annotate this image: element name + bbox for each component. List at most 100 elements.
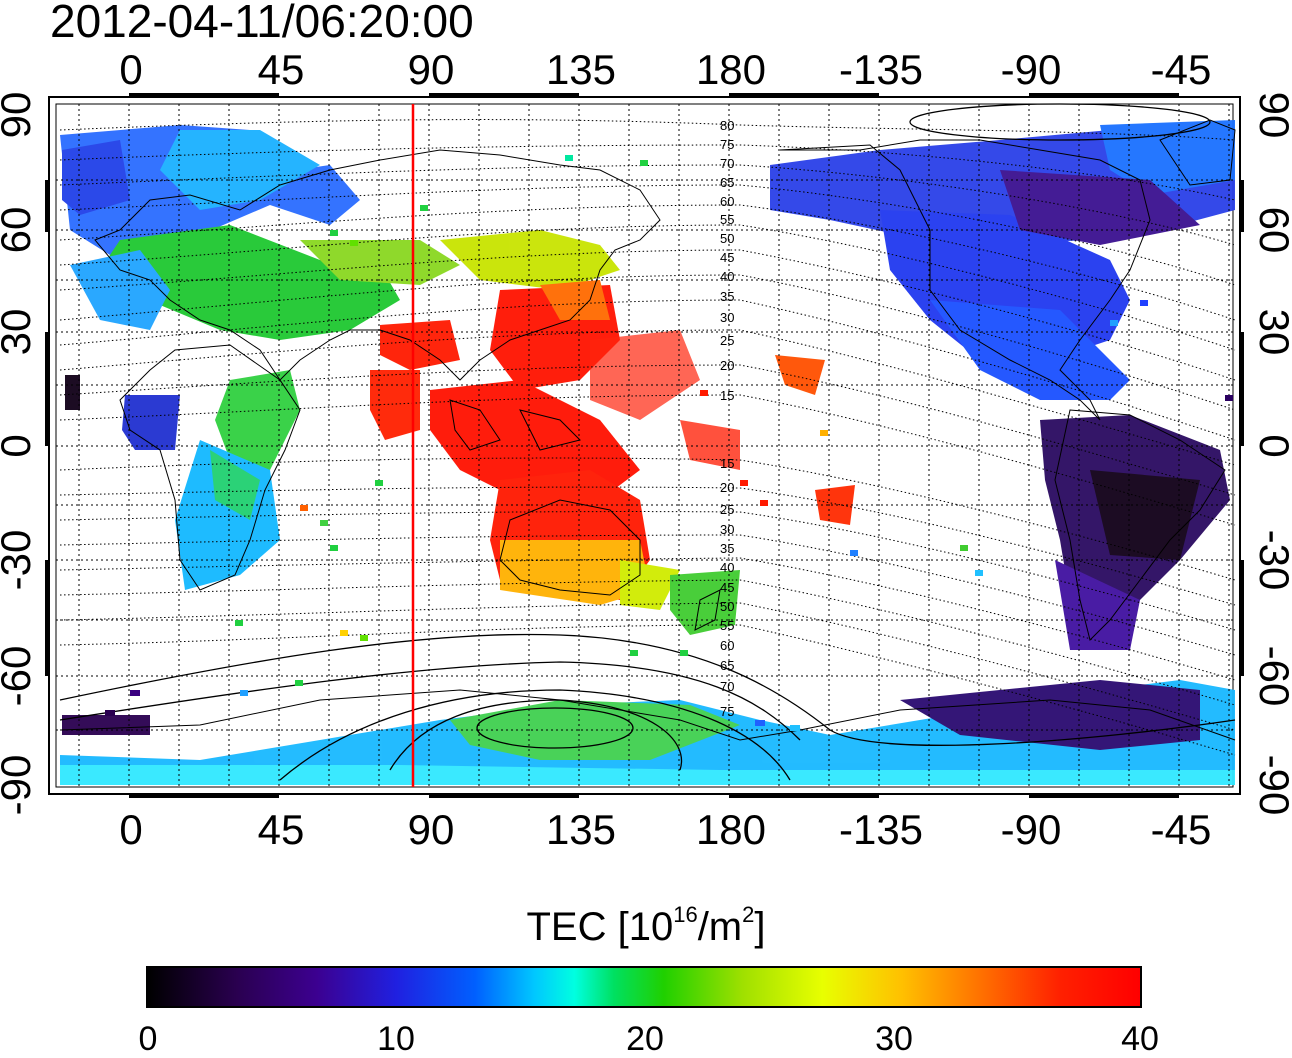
lat-labels-right: 90 60 30 0 -30 -60 -90 xyxy=(1251,92,1292,816)
lat-label: 30 xyxy=(0,309,39,356)
contour-label-n: 15 xyxy=(720,388,734,403)
contour-label-s: 75 xyxy=(720,704,734,719)
lon-label: -135 xyxy=(839,806,923,853)
colorbar-tick-label: 20 xyxy=(626,1020,664,1058)
contour-label-s: 30 xyxy=(720,522,734,537)
contour-label-n: 25 xyxy=(720,333,734,348)
tec-region xyxy=(590,330,700,420)
timestamp-title: 2012-04-11/06:20:00 xyxy=(50,0,474,47)
lon-label: -45 xyxy=(1151,46,1212,93)
contour-label-n: 80 xyxy=(720,118,734,133)
tec-region xyxy=(1100,120,1235,195)
frame-ticks xyxy=(45,93,1244,798)
contour-label-n: 40 xyxy=(720,269,734,284)
contour-label-s: 45 xyxy=(720,580,734,595)
lon-label: 90 xyxy=(408,806,455,853)
lon-label: 90 xyxy=(408,46,455,93)
colorbar-tick-label: 0 xyxy=(138,1020,158,1058)
lon-label: 45 xyxy=(258,46,305,93)
contour-label-s: 50 xyxy=(720,599,734,614)
contour-label-n: 55 xyxy=(720,212,734,227)
colorbar-title: TEC [1016/m2] xyxy=(0,902,1292,950)
lat-label: -30 xyxy=(1251,530,1292,591)
contour-label-n: 35 xyxy=(720,289,734,304)
colorbar-title-close: ] xyxy=(754,905,766,949)
tec-region xyxy=(1000,170,1200,245)
colorbar-tick-label: 40 xyxy=(1121,1020,1159,1058)
lon-label: -45 xyxy=(1151,806,1212,853)
graticule xyxy=(56,104,1233,787)
tec-region xyxy=(620,560,680,610)
contour-label-n: 60 xyxy=(720,194,734,209)
tec-region xyxy=(670,570,740,635)
lat-label: 60 xyxy=(1251,207,1292,254)
tec-region xyxy=(440,230,620,290)
lon-label: -135 xyxy=(839,46,923,93)
lat-label: -60 xyxy=(1251,646,1292,707)
colorbar-title-unit: /m xyxy=(697,905,743,949)
lon-label: 0 xyxy=(119,46,142,93)
lon-label: -90 xyxy=(1001,46,1062,93)
magnetic-contours xyxy=(59,119,1236,756)
tec-region xyxy=(100,225,400,340)
lon-label: 135 xyxy=(546,46,616,93)
tec-region xyxy=(815,485,855,525)
colorbar-tick-label: 30 xyxy=(875,1020,913,1058)
tec-region xyxy=(680,420,740,470)
contour-label-s: 25 xyxy=(720,502,734,517)
lat-label: 60 xyxy=(0,207,39,254)
lat-label: 0 xyxy=(0,434,39,457)
lat-label: 90 xyxy=(0,92,39,139)
tec-region xyxy=(70,250,170,330)
lat-label: -60 xyxy=(0,646,39,707)
tec-region xyxy=(370,370,420,440)
lon-label: 0 xyxy=(119,806,142,853)
contour-label-s: 40 xyxy=(720,560,734,575)
lat-labels-left: 90 60 30 0 -30 -60 -90 xyxy=(0,92,39,816)
contour-label-n: 45 xyxy=(720,250,734,265)
contour-label-n: 50 xyxy=(720,231,734,246)
lat-label: -30 xyxy=(0,530,39,591)
tec-region xyxy=(500,540,650,605)
lat-label: 90 xyxy=(1251,92,1292,139)
tec-region xyxy=(380,320,460,370)
tec-region xyxy=(62,715,150,735)
tec-region xyxy=(300,240,460,285)
contour-label-s: 35 xyxy=(720,541,734,556)
colorbar-tick-label: 10 xyxy=(377,1020,415,1058)
contour-labels: 80 75 70 65 60 55 50 45 40 35 30 25 20 1… xyxy=(720,118,734,719)
lat-label: -90 xyxy=(0,755,39,816)
tec-region xyxy=(210,450,260,520)
contour-label-n: 65 xyxy=(720,175,734,190)
contour-label-n: 70 xyxy=(720,156,734,171)
contour-label-n: 75 xyxy=(720,137,734,152)
lon-label: 135 xyxy=(546,806,616,853)
contour-label-s: 15 xyxy=(720,456,734,471)
lon-labels-bottom: 0 45 90 135 180 -135 -90 -45 xyxy=(119,806,1211,853)
contour-label-n: 20 xyxy=(720,358,734,373)
tec-colorbar xyxy=(146,966,1142,1008)
contour-label-n: 30 xyxy=(720,310,734,325)
lon-label: 45 xyxy=(258,806,305,853)
lon-label: 180 xyxy=(696,46,766,93)
colorbar-title-exponent: 16 xyxy=(673,902,698,927)
lon-label: 180 xyxy=(696,806,766,853)
colorbar-title-exponent-2: 2 xyxy=(742,902,755,927)
tec-region xyxy=(60,765,1235,785)
tec-region xyxy=(540,280,610,320)
lat-label: 0 xyxy=(1251,434,1292,457)
lat-label: -90 xyxy=(1251,755,1292,816)
contour-label-s: 65 xyxy=(720,658,734,673)
tec-region xyxy=(930,300,1130,400)
tec-region xyxy=(65,375,80,410)
lon-label: -90 xyxy=(1001,806,1062,853)
tec-region xyxy=(1055,560,1140,650)
contour-label-s: 60 xyxy=(720,638,734,653)
tec-region xyxy=(160,130,320,210)
colorbar-title-text: TEC [10 xyxy=(526,905,674,949)
contour-label-s: 20 xyxy=(720,480,734,495)
coastlines xyxy=(59,119,1236,741)
tec-dots xyxy=(105,155,1233,731)
tec-region xyxy=(62,140,130,215)
